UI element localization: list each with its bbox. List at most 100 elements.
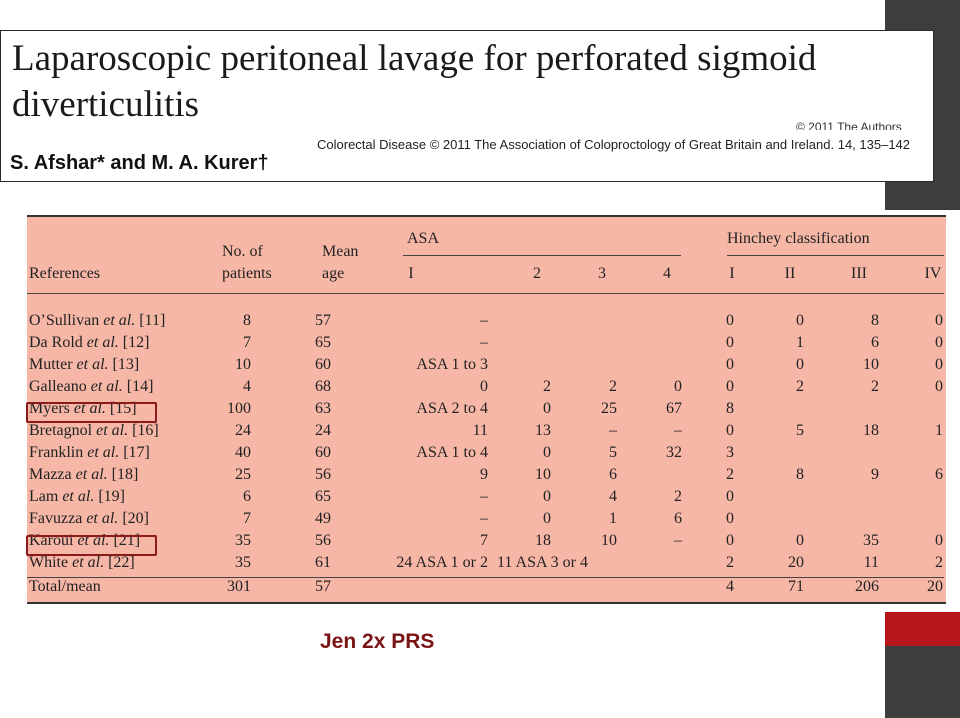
- header-asa-1: I: [408, 265, 414, 282]
- cell-ref: Franklin et al. [17]: [29, 444, 150, 461]
- cell-h1: 3: [726, 444, 734, 461]
- cell-n: 24: [235, 422, 251, 439]
- cell-h1: 4: [726, 578, 734, 595]
- cell-h4: 6: [935, 466, 943, 483]
- cell-asa3: 1: [609, 510, 617, 527]
- cell-asa3: 25: [601, 400, 617, 417]
- highlight-box-myers: [26, 402, 157, 423]
- cell-ref: White et al. [22]: [29, 554, 135, 571]
- header-patients-line1: No. of: [222, 243, 263, 260]
- cell-asa3: 4: [609, 488, 617, 505]
- cell-asa1: –: [480, 488, 488, 505]
- cell-age: 56: [315, 466, 331, 483]
- cell-h2: 20: [788, 554, 804, 571]
- cell-age: 57: [315, 312, 331, 329]
- total-row-rule: [27, 577, 944, 578]
- header-asa-2: 2: [533, 265, 541, 282]
- cell-asa1: ASA 1 to 3: [416, 356, 488, 373]
- cell-asa4: 67: [666, 400, 682, 417]
- et-al-italic: et al.: [72, 554, 105, 571]
- cell-h2: 0: [796, 312, 804, 329]
- cell-asa1: ASA 1 to 4: [416, 444, 488, 461]
- cell-age: 24: [315, 422, 331, 439]
- cell-age: 57: [315, 578, 331, 595]
- cell-asa2: 10: [535, 466, 551, 483]
- cell-asa3: 6: [609, 466, 617, 483]
- cell-age: 60: [315, 444, 331, 461]
- et-al-italic: et al.: [103, 312, 136, 329]
- cell-n: 40: [235, 444, 251, 461]
- journal-citation: Colorectal Disease © 2011 The Associatio…: [317, 137, 911, 152]
- header-hinchey-2: II: [784, 265, 796, 282]
- cell-h4: 20: [927, 578, 943, 595]
- cell-ref: Mazza et al. [18]: [29, 466, 139, 483]
- et-al-italic: et al.: [75, 466, 108, 483]
- cell-h2: 0: [796, 532, 804, 549]
- cell-h1: 0: [726, 334, 734, 351]
- cell-asa2: 0: [543, 400, 551, 417]
- header-hinchey-3: III: [851, 265, 867, 282]
- highlight-box-karoui: [26, 535, 157, 556]
- et-al-italic: et al.: [86, 510, 119, 527]
- cell-h1: 0: [726, 378, 734, 395]
- cell-h1: 2: [726, 466, 734, 483]
- cell-n: 7: [243, 334, 251, 351]
- cell-asa2: 0: [543, 510, 551, 527]
- cell-h4: 2: [935, 554, 943, 571]
- header-patients-line2: patients: [222, 265, 272, 282]
- cell-asa2: 13: [535, 422, 551, 439]
- cell-age: 61: [315, 554, 331, 571]
- cell-asa1: 11: [472, 422, 488, 439]
- decorative-bar-bottom: [885, 646, 960, 718]
- et-al-italic: et al.: [87, 444, 120, 461]
- cell-asa1: 24 ASA 1 or 2: [396, 554, 488, 571]
- header-hinchey-1: I: [729, 265, 735, 282]
- cell-h3: 6: [871, 334, 879, 351]
- header-bottom-rule: [27, 293, 944, 294]
- cell-asa1: –: [480, 510, 488, 527]
- cell-h2: 1: [796, 334, 804, 351]
- cell-h3: 2: [871, 378, 879, 395]
- cell-asa2: 11 ASA 3 or 4: [497, 554, 588, 571]
- cell-h1: 0: [726, 312, 734, 329]
- cell-asa3: 5: [609, 444, 617, 461]
- cell-h1: 0: [726, 356, 734, 373]
- cell-n: 301: [227, 578, 251, 595]
- cell-h2: 5: [796, 422, 804, 439]
- cell-age: 60: [315, 356, 331, 373]
- cell-h2: 2: [796, 378, 804, 395]
- header-asa-4: 4: [663, 265, 671, 282]
- cell-h3: 18: [863, 422, 879, 439]
- cell-n: 6: [243, 488, 251, 505]
- cell-asa2: 0: [543, 488, 551, 505]
- header-references: References: [29, 265, 101, 282]
- cell-age: 68: [315, 378, 331, 395]
- cell-h4: 1: [935, 422, 943, 439]
- cell-asa1: 9: [480, 466, 488, 483]
- cell-h2: 8: [796, 466, 804, 483]
- cell-asa4: 2: [674, 488, 682, 505]
- et-al-italic: et al.: [90, 378, 123, 395]
- cell-asa1: 0: [480, 378, 488, 395]
- cell-h3: 35: [863, 532, 879, 549]
- header-hinchey-4: IV: [924, 265, 942, 282]
- cell-asa2: 2: [543, 378, 551, 395]
- cell-ref: O’Sullivan et al. [11]: [29, 312, 166, 329]
- cell-h3: 11: [863, 554, 879, 571]
- cell-n: 100: [227, 400, 251, 417]
- cell-asa1: –: [480, 312, 488, 329]
- cell-age: 56: [315, 532, 331, 549]
- cell-ref: Myers et al. [15]: [29, 400, 137, 417]
- cell-h1: 0: [726, 422, 734, 439]
- slide-caption: Jen 2x PRS: [320, 630, 435, 653]
- cell-h2: 0: [796, 356, 804, 373]
- cell-age: 65: [315, 488, 331, 505]
- header-asa: ASA: [407, 230, 440, 247]
- header-age-line1: Mean: [322, 243, 359, 260]
- cell-ref: Da Rold et al. [12]: [29, 334, 150, 351]
- copyright-line: © 2011 The Authors: [796, 120, 902, 130]
- cell-n: 7: [243, 510, 251, 527]
- paper-title: Laparoscopic peritoneal lavage for perfo…: [12, 38, 817, 125]
- cell-asa1: –: [480, 334, 488, 351]
- et-al-italic: et al.: [62, 488, 95, 505]
